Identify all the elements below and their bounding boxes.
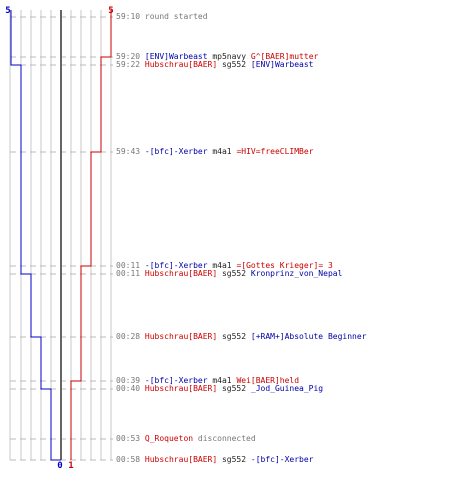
event-text: m4a1 bbox=[207, 147, 237, 156]
event-text: sg552 bbox=[217, 269, 251, 278]
event-time: 59:20 bbox=[116, 52, 145, 61]
event-time: 00:58 bbox=[116, 455, 145, 464]
event-row: 59:22 Hubschrau[BAER] sg552 [ENV]Warbeas… bbox=[116, 60, 314, 69]
event-row: 00:39 -[bfc]-Xerber m4a1 Wei[BAER]held bbox=[116, 376, 299, 385]
red-player-name: =HIV=freeCLIMBer bbox=[236, 147, 314, 156]
event-row: 00:58 Hubschrau[BAER] sg552 -[bfc]-Xerbe… bbox=[116, 455, 314, 464]
event-time: 59:43 bbox=[116, 147, 145, 156]
red-player-name: Hubschrau[BAER] bbox=[144, 332, 218, 341]
event-row: 00:11 Hubschrau[BAER] sg552 Kronprinz_vo… bbox=[116, 269, 342, 278]
blue-player-name: -[bfc]-Xerber bbox=[250, 455, 314, 464]
red-player-name: Q_Roqueton bbox=[144, 434, 194, 443]
event-text: mp5navy bbox=[207, 52, 251, 61]
blue-player-name: -[bfc]-Xerber bbox=[144, 261, 208, 270]
red-team-alive-line bbox=[70, 10, 112, 460]
red-player-name: G^[BAER]mutter bbox=[250, 52, 319, 61]
blue-player-name: [ENV]Warbeast bbox=[250, 60, 314, 69]
blue-player-name: [+RAM+]Absolute Beginner bbox=[250, 332, 367, 341]
event-time: 59:10 bbox=[116, 12, 145, 21]
blue-end-count: 0 bbox=[57, 461, 62, 471]
red-player-name: Hubschrau[BAER] bbox=[144, 60, 218, 69]
blue-player-name: Kronprinz_von_Nepal bbox=[250, 269, 343, 278]
event-time: 00:40 bbox=[116, 384, 145, 393]
red-player-name: =[Gottes Krieger]= 3 bbox=[236, 261, 333, 270]
red-player-name: Hubschrau[BAER] bbox=[144, 384, 218, 393]
red-start-count: 5 bbox=[108, 6, 113, 16]
blue-player-name: [ENV]Warbeast bbox=[144, 52, 208, 61]
event-time: 00:28 bbox=[116, 332, 145, 341]
red-player-name: Hubschrau[BAER] bbox=[144, 455, 218, 464]
event-text: sg552 bbox=[217, 60, 251, 69]
event-text: disconnected bbox=[193, 434, 256, 443]
event-row: 00:11 -[bfc]-Xerber m4a1 =[Gottes Kriege… bbox=[116, 261, 333, 270]
event-time: 59:22 bbox=[116, 60, 145, 69]
event-time: 00:11 bbox=[116, 261, 145, 270]
event-time: 00:11 bbox=[116, 269, 145, 278]
blue-player-name: -[bfc]-Xerber bbox=[144, 147, 208, 156]
event-text: sg552 bbox=[217, 332, 251, 341]
event-row: 00:28 Hubschrau[BAER] sg552 [+RAM+]Absol… bbox=[116, 332, 366, 341]
event-row: 59:20 [ENV]Warbeast mp5navy G^[BAER]mutt… bbox=[116, 52, 318, 61]
event-text: m4a1 bbox=[207, 376, 237, 385]
event-text: m4a1 bbox=[207, 261, 237, 270]
event-time: 00:39 bbox=[116, 376, 145, 385]
red-end-count: 1 bbox=[68, 461, 73, 471]
event-time: 00:53 bbox=[116, 434, 145, 443]
blue-team-alive-line bbox=[10, 10, 61, 461]
event-row: 59:43 -[bfc]-Xerber m4a1 =HIV=freeCLIMBe… bbox=[116, 147, 314, 156]
blue-start-count: 5 bbox=[5, 6, 10, 16]
blue-player-name: _Jod_Guinea_Pig bbox=[250, 384, 324, 393]
event-text: sg552 bbox=[217, 384, 251, 393]
event-text: sg552 bbox=[217, 455, 251, 464]
event-text: round started bbox=[144, 12, 208, 21]
event-row: 59:10 round started bbox=[116, 12, 208, 21]
red-player-name: Wei[BAER]held bbox=[236, 376, 300, 385]
event-row: 00:53 Q_Roqueton disconnected bbox=[116, 434, 256, 443]
blue-player-name: -[bfc]-Xerber bbox=[144, 376, 208, 385]
event-row: 00:40 Hubschrau[BAER] sg552 _Jod_Guinea_… bbox=[116, 384, 323, 393]
red-player-name: Hubschrau[BAER] bbox=[144, 269, 218, 278]
